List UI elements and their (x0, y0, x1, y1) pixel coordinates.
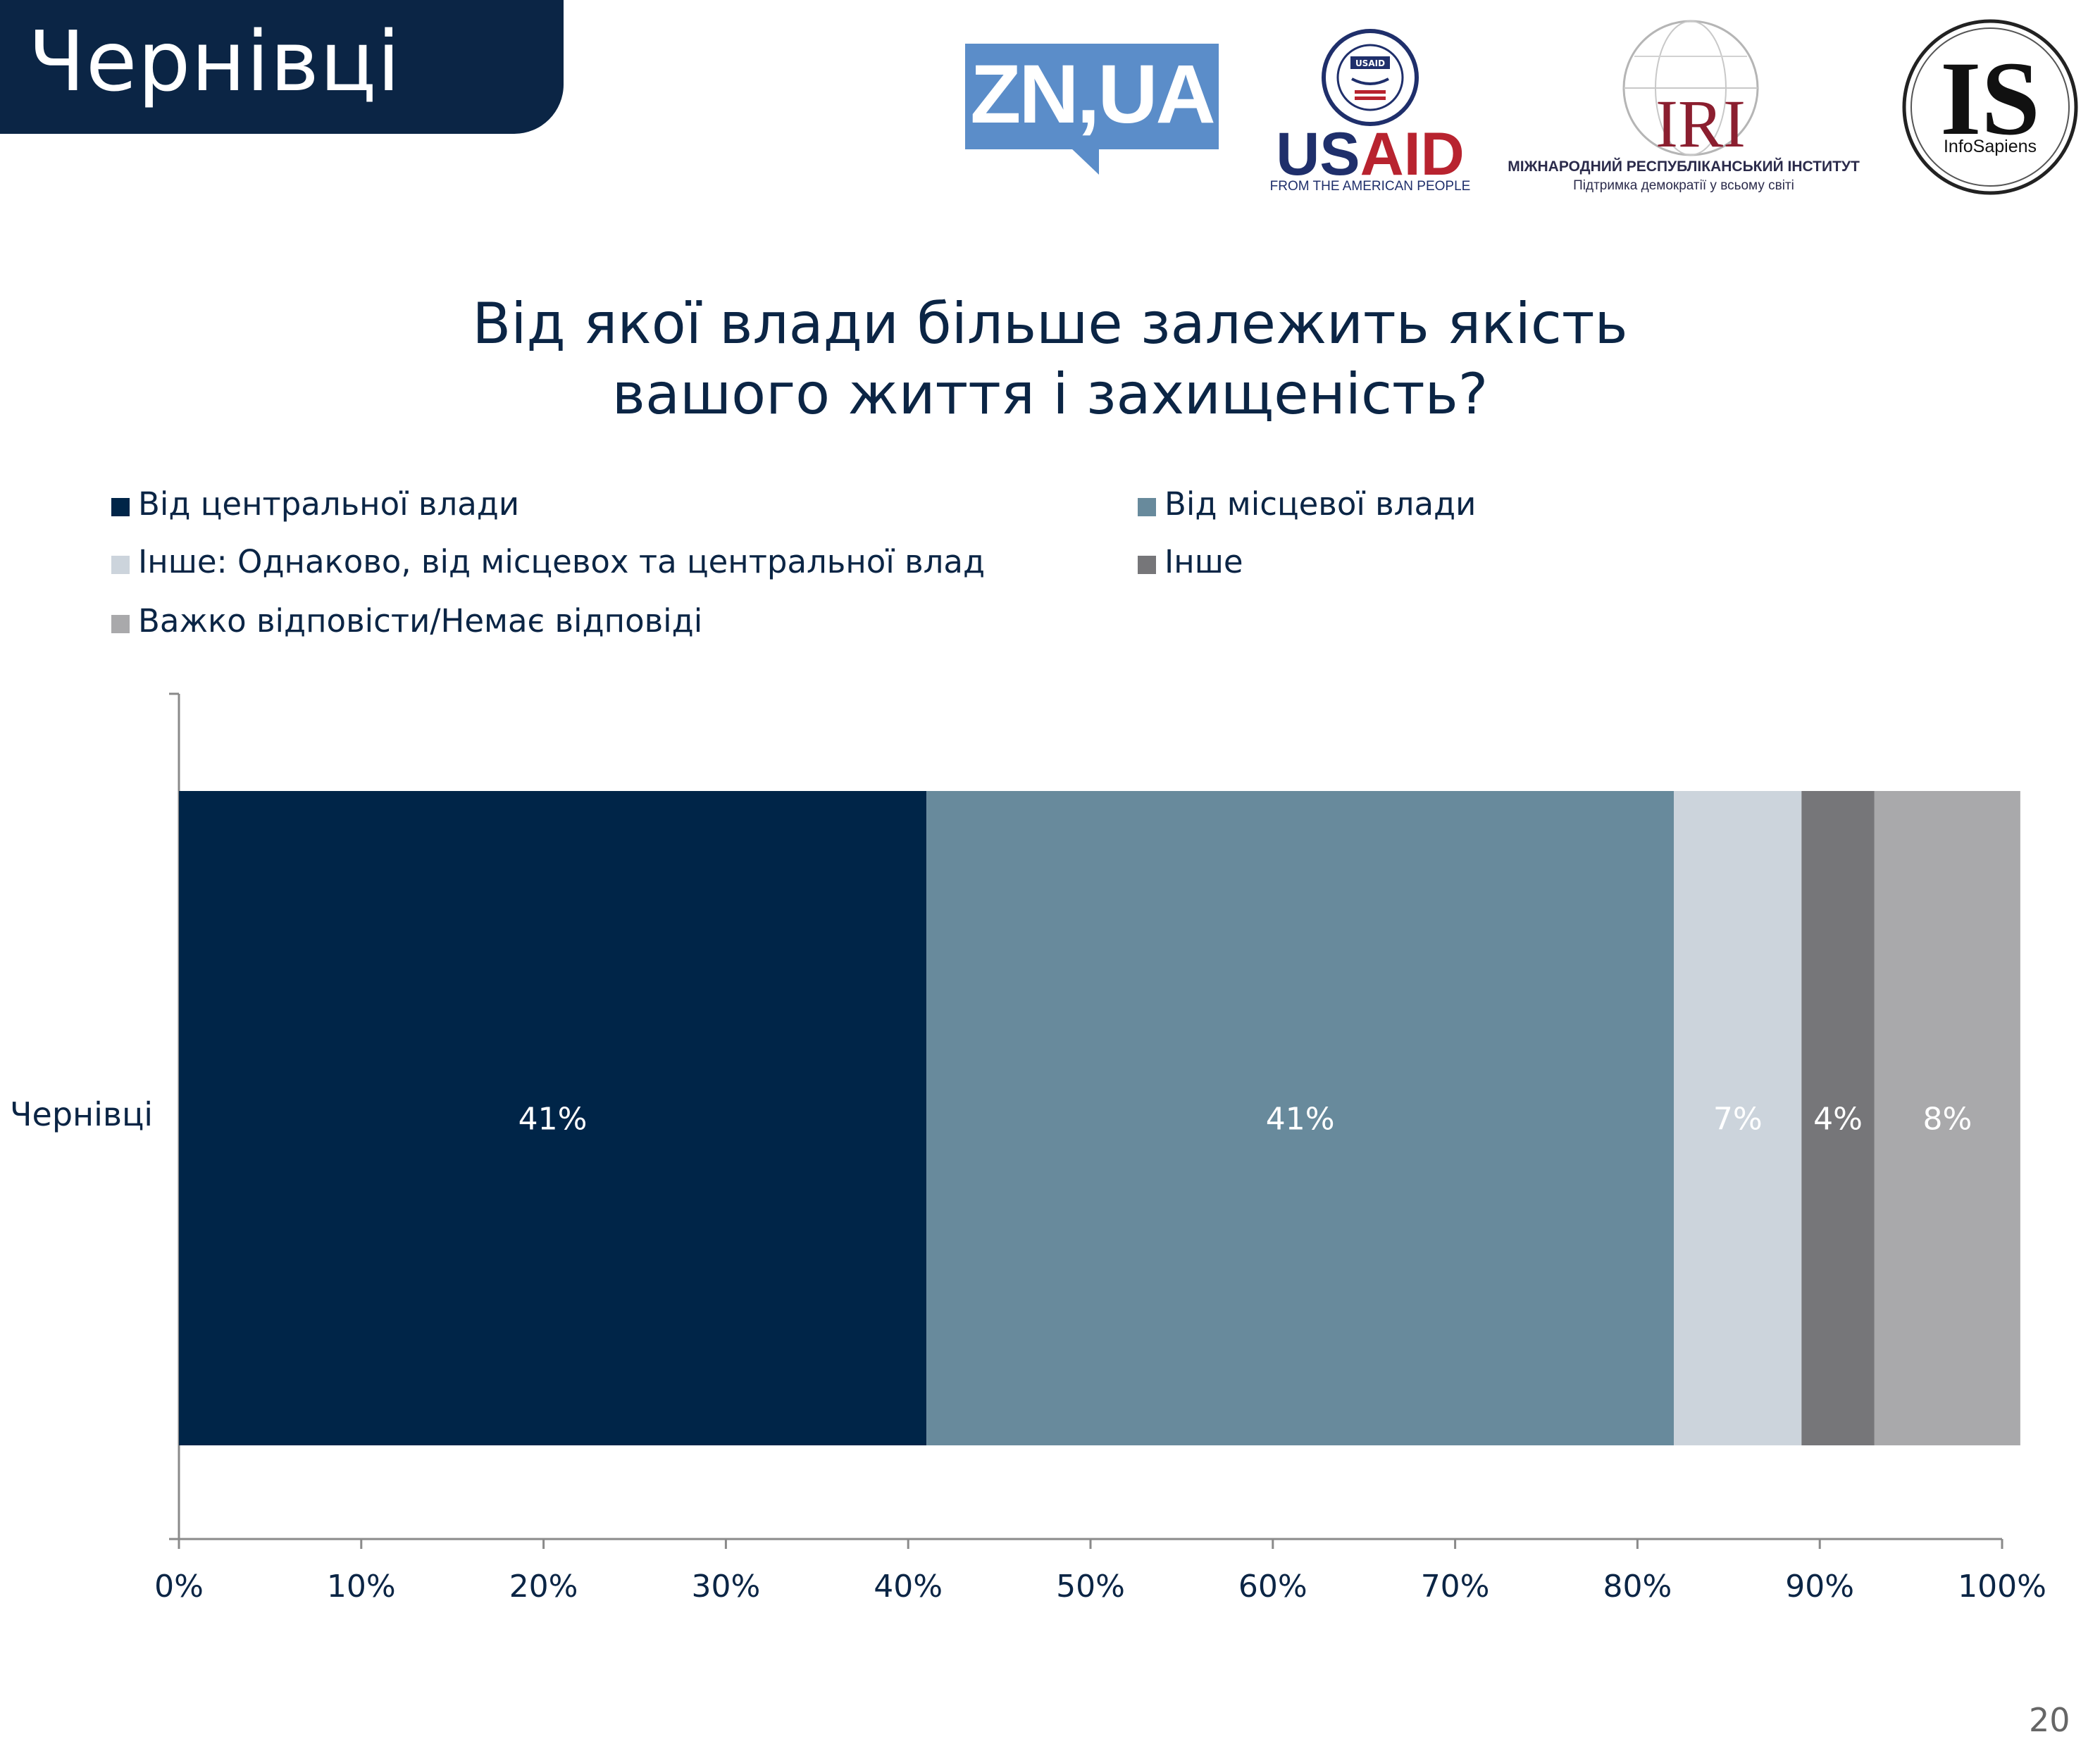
bar-segment (179, 791, 927, 1445)
usaid-logo: USAID USAID FROM THE AMERICAN PEOPLE (1265, 28, 1476, 197)
chart-title-line-2: вашого життя і захищеність? (611, 361, 1489, 427)
page-title: Чернівці (28, 13, 401, 110)
header-tab: Чернівці (0, 0, 564, 134)
data-label: 8% (1922, 1102, 1972, 1138)
bar-segment (1801, 791, 1875, 1445)
legend-swatch (1138, 556, 1156, 574)
x-tick-label: 30% (692, 1569, 761, 1605)
iri-tagline: Підтримка демократії у всьому світі (1573, 178, 1794, 193)
legend-label: Інше (1164, 543, 1243, 580)
zn-ua-logo-tail (1071, 148, 1099, 175)
category-label: Чернівці (10, 1095, 154, 1133)
legend-swatch (111, 556, 130, 574)
usaid-seal-label: USAID (1355, 58, 1385, 68)
chart-title-line-1: Від якої влади більше залежить якість (472, 291, 1628, 356)
globe-icon (1622, 20, 1759, 156)
x-tick-label: 50% (1056, 1569, 1125, 1605)
zn-ua-logo: ZN,UA (965, 44, 1219, 175)
x-tick-label: 90% (1785, 1569, 1854, 1605)
legend-label: Важко відповісти/Немає відповіді (138, 602, 703, 640)
infosapiens-wordmark: IS (1940, 40, 2040, 157)
data-label: 41% (518, 1102, 588, 1138)
x-tick-label: 100% (1958, 1569, 2046, 1605)
legend-item-other: Інше (1138, 542, 1243, 582)
zn-ua-logo-text: ZN,UA (970, 48, 1216, 141)
legend-item-equal: Інше: Однаково, від місцевох та централь… (111, 542, 985, 582)
x-tick-label: 60% (1238, 1569, 1307, 1605)
x-tick-label: 20% (509, 1569, 578, 1605)
usaid-wordmark: USAID (1276, 120, 1465, 188)
chart-title: Від якої влади більше залежить якість ва… (0, 289, 2100, 430)
bar-segment (1674, 791, 1802, 1445)
legend-item-local: Від місцевої влади (1138, 485, 1476, 524)
iri-name: МІЖНАРОДНИЙ РЕСПУБЛІКАНСЬКИЙ ІНСТИТУТ (1508, 158, 1860, 175)
x-tick-label: 10% (327, 1569, 396, 1605)
legend-swatch (111, 615, 130, 633)
x-tick-label: 80% (1603, 1569, 1672, 1605)
data-label: 41% (1266, 1102, 1335, 1138)
bar-segment (1874, 791, 2020, 1445)
page-number: 20 (2029, 1701, 2070, 1739)
infosapiens-ring-icon (1902, 19, 2078, 195)
legend-swatch (1138, 498, 1156, 516)
legend-label: Інше: Однаково, від місцевох та централь… (138, 543, 986, 580)
usaid-seal-icon: USAID (1322, 29, 1419, 126)
data-label: 7% (1713, 1102, 1763, 1138)
legend-label: Від місцевої влади (1164, 485, 1477, 523)
data-label: 4% (1813, 1102, 1863, 1138)
usaid-tagline: FROM THE AMERICAN PEOPLE (1269, 179, 1471, 194)
x-tick-label: 70% (1421, 1569, 1490, 1605)
x-tick-label: 40% (874, 1569, 943, 1605)
infosapiens-name: InfoSapiens (1943, 137, 2037, 156)
legend-item-no-answer: Важко відповісти/Немає відповіді (111, 602, 702, 641)
legend-label: Від центральної влади (138, 485, 520, 523)
legend-item-central: Від центральної влади (111, 485, 519, 524)
iri-logo: IRI МІЖНАРОДНИЙ РЕСПУБЛІКАНСЬКИЙ ІНСТИТУ… (1501, 18, 1867, 201)
x-tick-label: 0% (154, 1569, 204, 1605)
infosapiens-logo: IS InfoSapiens (1895, 15, 2085, 199)
legend-swatch (111, 498, 130, 516)
iri-wordmark: IRI (1655, 86, 1746, 161)
bar-segment (926, 791, 1675, 1445)
